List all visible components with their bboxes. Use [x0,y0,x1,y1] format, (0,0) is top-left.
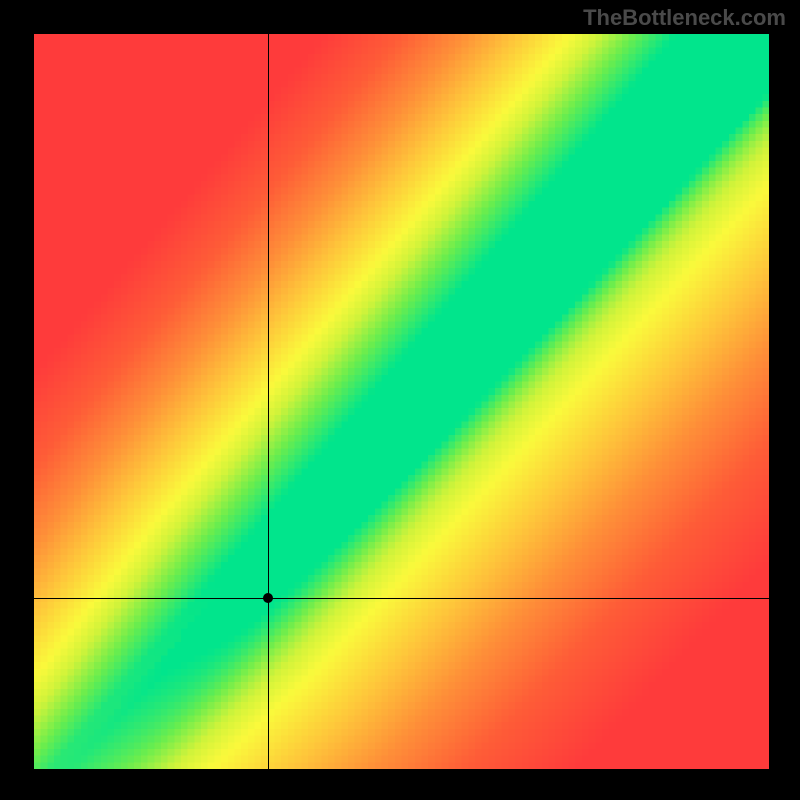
crosshair-horizontal [34,598,769,599]
crosshair-vertical [268,34,269,769]
crosshair-marker-dot [263,593,273,603]
bottleneck-heatmap [34,34,769,769]
plot-area [34,34,769,769]
watermark-text: TheBottleneck.com [583,5,786,31]
